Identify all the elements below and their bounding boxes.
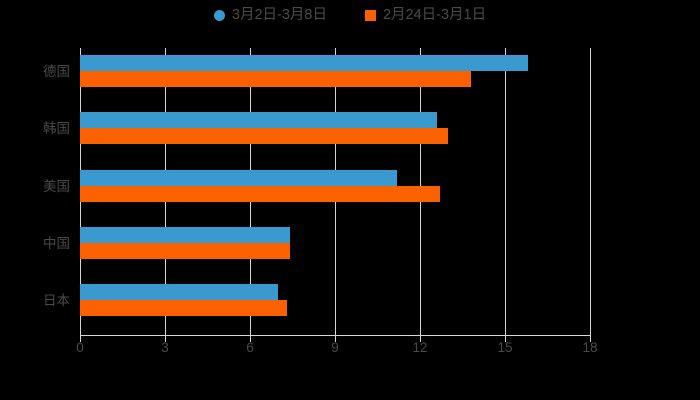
gridline (505, 48, 506, 335)
y-axis-category-label: 中国 (43, 235, 70, 251)
chart-legend: 3月2日-3月8日 2月24日-3月1日 (0, 8, 700, 23)
legend-label-series-1: 2月24日-3月1日 (382, 7, 487, 23)
x-axis-line (80, 335, 591, 336)
bar-1-2[interactable] (80, 185, 440, 202)
x-axis-tick (505, 336, 506, 342)
legend-circle-marker-icon (213, 9, 225, 21)
bar-0-1[interactable] (80, 112, 437, 129)
x-axis-tick (590, 336, 591, 342)
x-axis-tick-label: 9 (331, 340, 339, 355)
bar-1-0[interactable] (80, 70, 471, 87)
x-axis-tick-label: 15 (497, 340, 513, 355)
x-axis-tick (250, 336, 251, 342)
legend-label-series-0: 3月2日-3月8日 (231, 7, 327, 23)
legend-square-marker-icon (364, 9, 376, 21)
x-axis-tick-label: 6 (246, 340, 254, 355)
bar-1-3[interactable] (80, 242, 290, 259)
y-axis-category-label: 美国 (43, 178, 70, 194)
legend-item-series-1[interactable]: 2月24日-3月1日 (364, 7, 487, 23)
x-axis-tick (335, 336, 336, 342)
x-axis-tick (165, 336, 166, 342)
y-axis-category-label: 德国 (43, 63, 70, 79)
x-axis-tick-label: 18 (582, 340, 598, 355)
x-axis-tick (420, 336, 421, 342)
plot-area (80, 48, 591, 335)
gridline (590, 48, 591, 335)
bar-0-3[interactable] (80, 226, 290, 243)
x-axis-tick-label: 12 (412, 340, 428, 355)
bar-1-4[interactable] (80, 300, 287, 317)
y-axis-category-label: 韩国 (43, 121, 70, 137)
x-axis-tick-label: 3 (161, 340, 169, 355)
y-axis-category-label: 日本 (43, 293, 70, 309)
bar-1-1[interactable] (80, 128, 449, 145)
bar-0-4[interactable] (80, 284, 279, 301)
bar-0-2[interactable] (80, 169, 398, 186)
x-axis-tick-label: 0 (76, 340, 84, 355)
legend-item-series-0[interactable]: 3月2日-3月8日 (213, 7, 327, 23)
bar-0-0[interactable] (80, 54, 528, 71)
x-axis-tick (80, 336, 81, 342)
